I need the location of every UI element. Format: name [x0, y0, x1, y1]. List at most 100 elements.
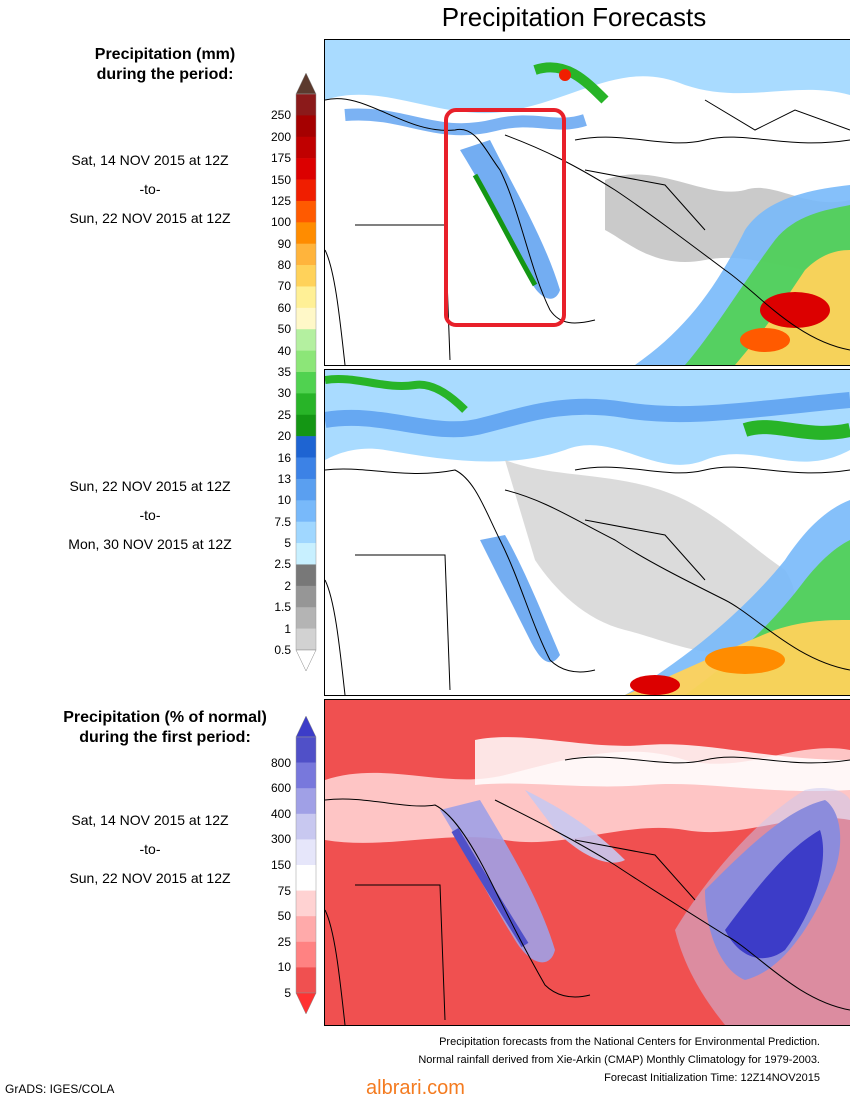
- period-2-start: Sun, 22 NOV 2015 at 12Z: [69, 478, 231, 494]
- border-1: [355, 554, 451, 691]
- pct-scale-swatch: [296, 865, 316, 891]
- period-2-end: Mon, 30 NOV 2015 at 12Z: [68, 536, 232, 552]
- pct-scale-bottom-arrow: [295, 992, 317, 1015]
- mm-scale-label: 1: [284, 621, 291, 636]
- pct-scale-swatch: [296, 762, 316, 789]
- mm-scale-label: 2.5: [274, 557, 291, 572]
- mm-scale-label: 1.5: [274, 600, 291, 615]
- mm-scale-swatch: [296, 286, 316, 309]
- mm-scale-bottom-arrow: [295, 649, 317, 672]
- mm-scale-top-arrow: [295, 72, 317, 95]
- coastline-2: [504, 489, 850, 671]
- mm-scale-label: 16: [277, 450, 291, 465]
- red-sea-rain: [480, 535, 560, 663]
- mm-scale-swatch: [296, 136, 316, 159]
- mm-scale-label: 25: [277, 407, 291, 422]
- orange-core-southeast: [705, 646, 785, 674]
- rain-band-med: [325, 392, 850, 438]
- mm-color-scale: 250 200 175 150 125 100 90 80 70 60 50 40 35 30 25 20 16…: [258, 72, 318, 672]
- period-1: Sat, 14 NOV 2015 at 12Z -to- Sun, 22 NOV…: [30, 146, 270, 233]
- pct-scale-label: 75: [277, 883, 291, 898]
- mm-scale-swatch: [296, 457, 316, 480]
- mm-scale-swatch: [296, 607, 316, 629]
- mm-scale-label: 2: [284, 578, 291, 593]
- mm-scale-label: 5: [284, 536, 291, 551]
- border-2: [584, 519, 706, 581]
- mm-scale-label: 100: [270, 215, 291, 230]
- period-3: Sat, 14 NOV 2015 at 12Z -to- Sun, 22 NOV…: [30, 806, 270, 893]
- mm-scale-label: 40: [277, 343, 291, 358]
- mm-scale-label: 0.5: [274, 643, 291, 657]
- pct-legend-title: Precipitation (% of normal) during the f…: [30, 708, 300, 748]
- mm-scale-label: 20: [277, 429, 291, 444]
- pct-scale-label: 300: [270, 832, 291, 847]
- orange-core-southeast: [740, 328, 790, 352]
- mm-scale-swatch: [296, 393, 316, 416]
- border-1: [355, 884, 446, 1021]
- mm-scale-label: 10: [277, 493, 291, 508]
- mm-scale-label: 30: [277, 386, 291, 401]
- mm-scale-swatch: [296, 478, 316, 501]
- mm-scale-swatch: [296, 521, 316, 544]
- white-band: [475, 737, 850, 792]
- pct-scale-swatch: [296, 890, 316, 917]
- red-sea-rain: [460, 140, 560, 299]
- pct-scale-swatch: [296, 916, 316, 943]
- red-core-southeast: [630, 675, 680, 695]
- percent-color-scale: 800 600 400 300 150 75 50 25 10 5: [258, 715, 318, 1015]
- mm-scale-swatch: [296, 543, 316, 565]
- highlight-box: [444, 108, 566, 327]
- coastline-2: [494, 799, 850, 1011]
- mm-scale-swatch: [296, 94, 316, 116]
- mm-scale-label: 7.5: [274, 514, 291, 529]
- mm-scale-bar: [295, 72, 317, 672]
- map-panel-precip-period-1: [324, 39, 850, 366]
- map-panel-percent-of-normal: [324, 699, 850, 1026]
- pct-scale-top-arrow: [295, 715, 317, 738]
- mm-scale-swatch: [296, 179, 316, 202]
- pct-legend-title-line2: during the first period:: [79, 729, 251, 746]
- pct-legend-title-line1: Precipitation (% of normal): [63, 709, 267, 726]
- period-2-separator: -to-: [139, 507, 161, 523]
- pct-scale-label: 600: [270, 781, 291, 796]
- pct-scale-swatch: [296, 967, 316, 994]
- red-core-southeast: [760, 292, 830, 328]
- coastline-4: [325, 579, 346, 695]
- watermark-link[interactable]: albrari.com: [366, 1077, 465, 1099]
- page-title: Precipitation Forecasts: [441, 2, 707, 32]
- mm-scale-swatch: [296, 372, 316, 394]
- green-northwest: [325, 375, 468, 413]
- pct-scale-swatch: [296, 737, 316, 763]
- green-core-north: [533, 62, 609, 104]
- mm-scale-swatch: [296, 628, 316, 651]
- mm-scale-label: 80: [277, 258, 291, 273]
- mm-scale-label: 125: [270, 193, 291, 208]
- mm-legend-title-line2: during the period:: [96, 66, 234, 83]
- mm-scale-label: 70: [277, 279, 291, 294]
- much-above-arabian-sea: [725, 830, 824, 959]
- rain-band-med: [344, 108, 587, 136]
- mm-legend-title: Precipitation (mm) during the period:: [30, 45, 300, 85]
- green-northeast: [742, 420, 850, 440]
- mm-scale-swatch: [296, 329, 316, 351]
- pct-scale-swatch: [296, 813, 316, 840]
- period-1-start: Sat, 14 NOV 2015 at 12Z: [71, 152, 229, 168]
- mm-scale-label: 200: [270, 129, 291, 144]
- period-3-end: Sun, 22 NOV 2015 at 12Z: [69, 870, 231, 886]
- mm-scale-label: 50: [277, 322, 291, 337]
- mm-scale-swatch: [296, 564, 316, 587]
- coastline-1: [325, 98, 596, 324]
- period-3-separator: -to-: [139, 841, 161, 857]
- border-3: [704, 99, 850, 131]
- heavy-core-north: [559, 69, 571, 81]
- coastline-2: [504, 134, 850, 351]
- mm-scale-swatch: [296, 222, 316, 244]
- mm-scale-swatch: [296, 350, 316, 373]
- coastline-1: [325, 468, 596, 673]
- mm-scale-label: 13: [277, 471, 291, 486]
- pct-scale-swatch: [296, 788, 316, 815]
- mm-scale-label: 150: [270, 172, 291, 187]
- mm-scale-swatch: [296, 500, 316, 522]
- coastline-4: [325, 909, 346, 1025]
- credits-line-3: Forecast Initialization Time: 12Z14NOV20…: [604, 1072, 820, 1084]
